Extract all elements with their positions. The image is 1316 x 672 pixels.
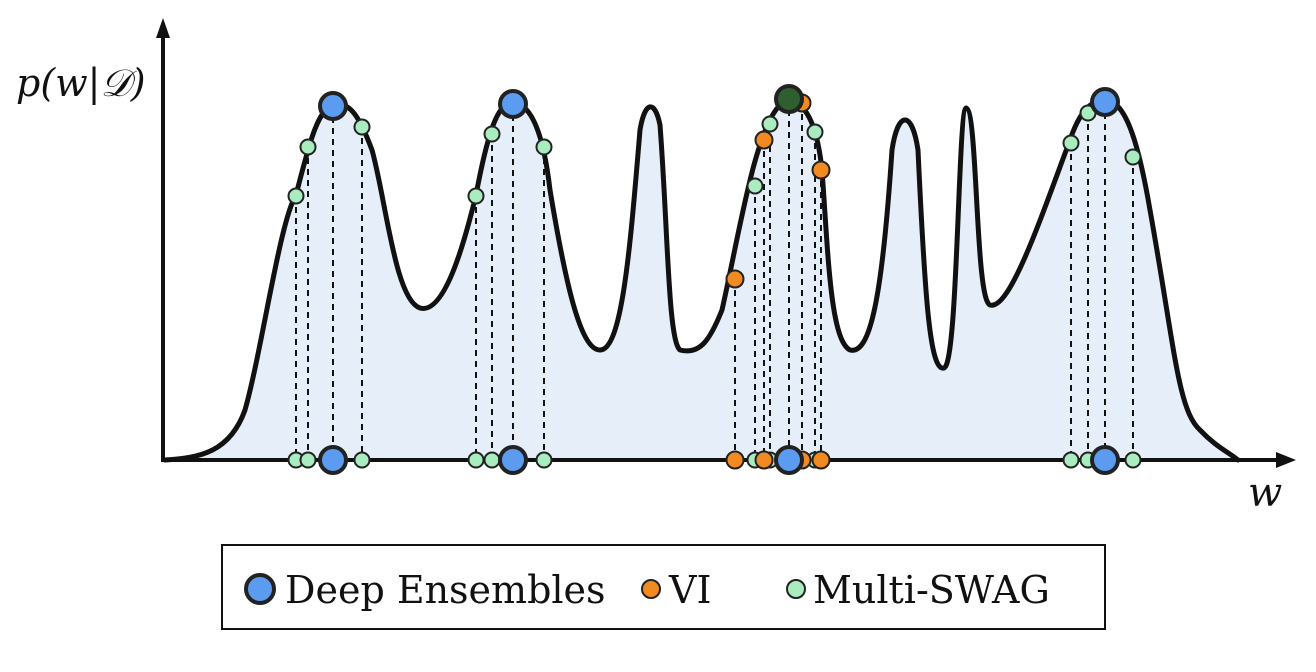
posterior-density-curve (162, 97, 1241, 463)
multi-swag-point (746, 177, 764, 195)
vi-point (754, 130, 774, 150)
vi-point (811, 160, 831, 180)
deep-ensemble-point (498, 89, 528, 119)
deep-ensemble-point-dark (774, 84, 804, 114)
vi-point (725, 269, 745, 289)
vi-axis-point (811, 450, 831, 470)
multi-swag-axis-point (1124, 451, 1142, 469)
multi-swag-axis-point (1062, 451, 1080, 469)
deep-ensembles-legend-marker (244, 573, 276, 605)
multi-swag-legend-marker (786, 579, 806, 599)
multi-swag-curve-points (287, 104, 1142, 205)
vi-axis-point (725, 450, 745, 470)
vi-curve-points (725, 93, 831, 289)
deep-ensembles-curve-points (318, 84, 1120, 121)
deep-ensemble-axis-point (774, 445, 804, 475)
multi-swag-point (535, 138, 553, 156)
deep-ensemble-axis-point (318, 445, 348, 475)
multi-swag-axis-point (483, 451, 501, 469)
vi-legend-label: VI (668, 568, 711, 612)
vi-legend-marker (641, 579, 661, 599)
multi-swag-point (467, 187, 485, 205)
multi-swag-axis-point (467, 451, 485, 469)
multi-swag-point (287, 187, 305, 205)
deep-ensemble-axis-point (498, 445, 528, 475)
multi-swag-axis-point (535, 451, 553, 469)
y-axis-label: p(w|𝒟) (16, 61, 146, 105)
legend-content: Deep Ensembles VI Multi-SWAG (244, 568, 1050, 612)
multi-swag-point (1124, 148, 1142, 166)
multi-swag-legend-label: Multi-SWAG (813, 568, 1050, 612)
x-axis-label: w (1248, 470, 1282, 516)
deep-ensemble-point (318, 91, 348, 121)
multi-swag-point (761, 115, 779, 133)
deep-ensembles-legend-label: Deep Ensembles (285, 568, 606, 612)
multi-swag-point (353, 118, 371, 136)
multi-swag-axis-point (353, 451, 371, 469)
multi-swag-point (806, 123, 824, 141)
multi-swag-point (299, 138, 317, 156)
y-axis-arrowhead (156, 18, 170, 38)
multi-swag-axis-point (299, 451, 317, 469)
multi-swag-point (1062, 134, 1080, 152)
x-axis-arrowhead (1276, 452, 1296, 468)
axis-points (287, 445, 1142, 475)
legend: Deep Ensembles VI Multi-SWAG (221, 544, 1106, 630)
deep-ensemble-axis-point (1090, 445, 1120, 475)
vi-axis-point (754, 450, 774, 470)
posterior-density-fill (165, 100, 1238, 460)
multi-swag-point (483, 125, 501, 143)
projection-lines (295, 99, 1134, 460)
deep-ensemble-point (1090, 87, 1120, 117)
